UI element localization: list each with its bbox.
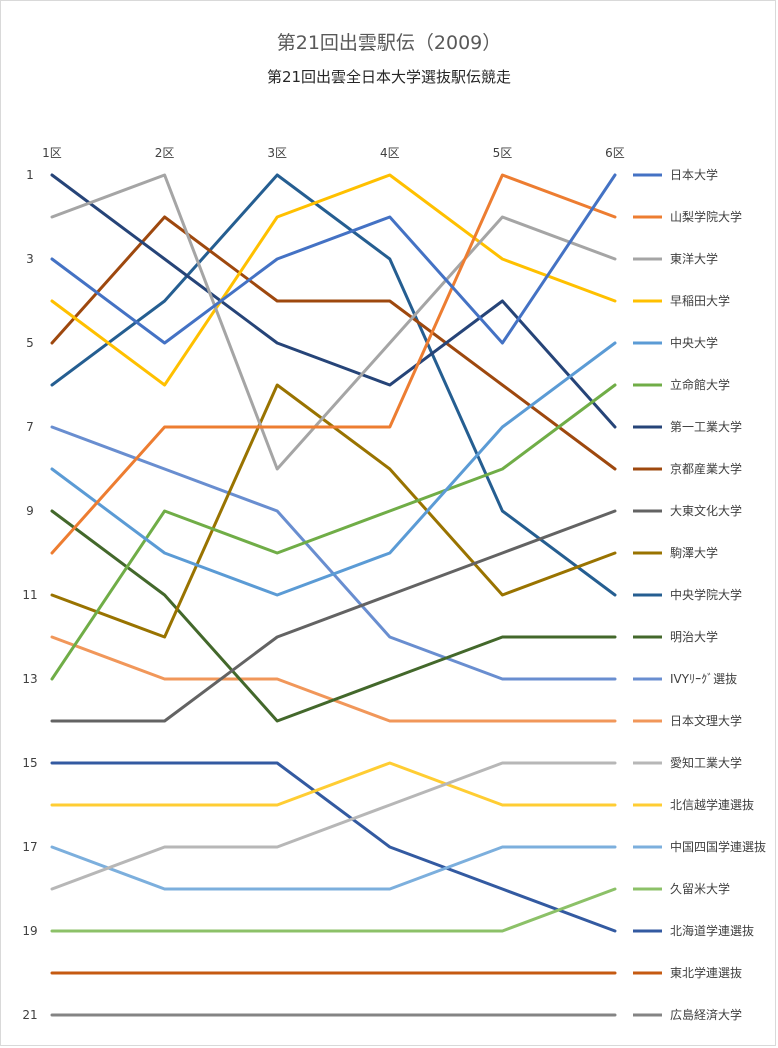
y-tick-label: 11 [22, 588, 37, 602]
x-tick-label: 3区 [267, 146, 287, 160]
legend-label: 日本大学 [670, 167, 718, 182]
y-tick-label: 9 [26, 504, 34, 518]
legend-label: 広島経済大学 [670, 1007, 742, 1022]
legend-label: 久留米大学 [670, 881, 730, 896]
series-line [50, 509, 617, 723]
legend-label: 日本文理大学 [670, 713, 742, 728]
series-line [50, 761, 617, 807]
legend-label: 大東文化大学 [670, 503, 742, 518]
series-line [50, 761, 617, 891]
legend-label: IVYﾘｰｸﾞ選抜 [670, 672, 737, 686]
legend-label: 北信越学連選抜 [670, 797, 754, 812]
series-line [50, 173, 617, 471]
series-line [50, 173, 617, 429]
legend-label: 立命館大学 [670, 377, 730, 392]
chart-subtitle: 第21回出雲全日本大学選抜駅伝競走 [266, 68, 512, 86]
legend-label: 明治大学 [670, 629, 718, 644]
series-line [50, 215, 617, 471]
series-line [50, 173, 617, 345]
legend-label: 第一工業大学 [670, 419, 742, 434]
legend-label: 中央大学 [670, 335, 718, 350]
y-tick-label: 5 [26, 336, 34, 350]
series-line [50, 341, 617, 597]
y-tick-label: 21 [22, 1008, 37, 1022]
legend-label: 駒澤大学 [670, 545, 718, 560]
series-line [50, 887, 617, 933]
legend-label: 山梨学院大学 [670, 209, 742, 224]
y-tick-label: 15 [22, 756, 37, 770]
x-tick-label: 4区 [380, 146, 400, 160]
chart-title: 第21回出雲駅伝（2009） [276, 32, 502, 54]
series-line [50, 761, 617, 933]
x-tick-label: 2区 [155, 146, 175, 160]
legend-label: 愛知工業大学 [670, 755, 742, 770]
series-line [50, 383, 617, 639]
x-tick-label: 6区 [605, 146, 625, 160]
series-line [50, 509, 617, 723]
series-line [50, 173, 617, 597]
legend: 日本大学山梨学院大学東洋大学早稲田大学中央大学立命館大学第一工業大学京都産業大学… [633, 167, 766, 1022]
legend-label: 京都産業大学 [670, 461, 742, 476]
legend-label: 中国四国学連選抜 [670, 839, 766, 854]
x-tick-label: 1区 [42, 146, 62, 160]
x-tick-label: 5区 [493, 146, 513, 160]
y-tick-label: 3 [26, 252, 34, 266]
y-tick-label: 17 [22, 840, 37, 854]
series-line [50, 845, 617, 891]
series-lines [50, 173, 617, 1017]
y-tick-label: 1 [26, 168, 34, 182]
y-tick-label: 13 [22, 672, 37, 686]
legend-label: 東洋大学 [670, 251, 718, 266]
legend-label: 中央学院大学 [670, 587, 742, 602]
legend-label: 東北学連選抜 [670, 965, 742, 980]
series-line [50, 173, 617, 555]
y-tick-label: 7 [26, 420, 34, 434]
series-line [50, 173, 617, 387]
y-tick-label: 19 [22, 924, 37, 938]
legend-label: 北海道学連選抜 [670, 923, 754, 938]
legend-label: 早稲田大学 [670, 293, 730, 308]
